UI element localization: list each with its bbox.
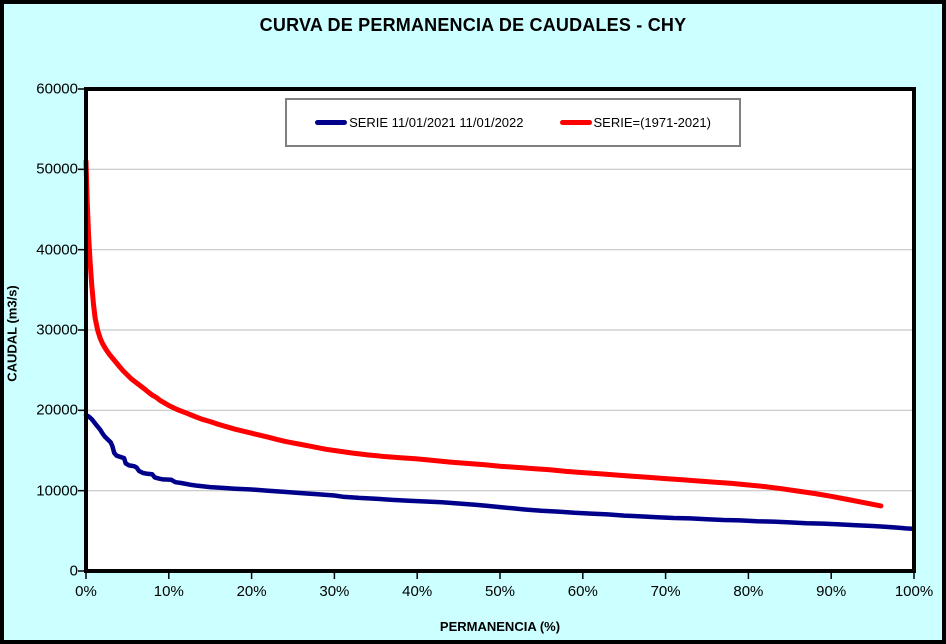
legend-label: SERIE=(1971-2021) bbox=[593, 115, 711, 130]
legend-item-serie-2021-2022: SERIE 11/01/2021 11/01/2022 bbox=[315, 115, 524, 130]
series-line-0 bbox=[83, 412, 915, 532]
y-axis-title: CAUDAL (m3/s) bbox=[4, 285, 20, 382]
x-tick-label: 90% bbox=[816, 583, 847, 600]
y-tick-label: 60000 bbox=[36, 80, 78, 98]
y-tick-label: 10000 bbox=[36, 482, 78, 500]
red-line-swatch-icon bbox=[559, 120, 592, 125]
x-tick-label: 50% bbox=[484, 583, 516, 600]
chart-canvas: CURVA DE PERMANENCIA DE CAUDALES - CHY 0… bbox=[4, 4, 942, 640]
chart-title: CURVA DE PERMANENCIA DE CAUDALES - CHY bbox=[259, 15, 687, 35]
x-tick-label: 80% bbox=[733, 583, 764, 600]
y-tick-label: 30000 bbox=[36, 321, 78, 339]
x-tick-label: 100% bbox=[894, 583, 934, 600]
legend-label: SERIE 11/01/2021 11/01/2022 bbox=[349, 115, 524, 130]
plot-frame bbox=[84, 87, 916, 573]
legend-item-serie-1971-2021: SERIE=(1971-2021) bbox=[559, 115, 711, 130]
series-line-1 bbox=[83, 158, 884, 509]
plot-area bbox=[78, 87, 916, 579]
blue-line-swatch-icon bbox=[315, 120, 348, 125]
x-axis-title: PERMANENCIA (%) bbox=[439, 619, 561, 634]
x-tick-label: 10% bbox=[153, 583, 184, 600]
y-tick-label: 50000 bbox=[36, 160, 78, 178]
x-tick-label: 20% bbox=[236, 583, 267, 600]
x-tick-label: 40% bbox=[402, 583, 433, 600]
x-tick-label: 0% bbox=[75, 583, 97, 600]
y-tick-label: 20000 bbox=[36, 401, 78, 419]
x-tick-label: 60% bbox=[567, 583, 598, 600]
legend: SERIE 11/01/2021 11/01/2022 SERIE=(1971-… bbox=[285, 98, 741, 147]
x-tick-label: 70% bbox=[650, 583, 681, 600]
y-tick-label: 0 bbox=[69, 562, 78, 580]
x-tick-label: 30% bbox=[319, 583, 350, 600]
y-tick-label: 40000 bbox=[36, 241, 78, 259]
